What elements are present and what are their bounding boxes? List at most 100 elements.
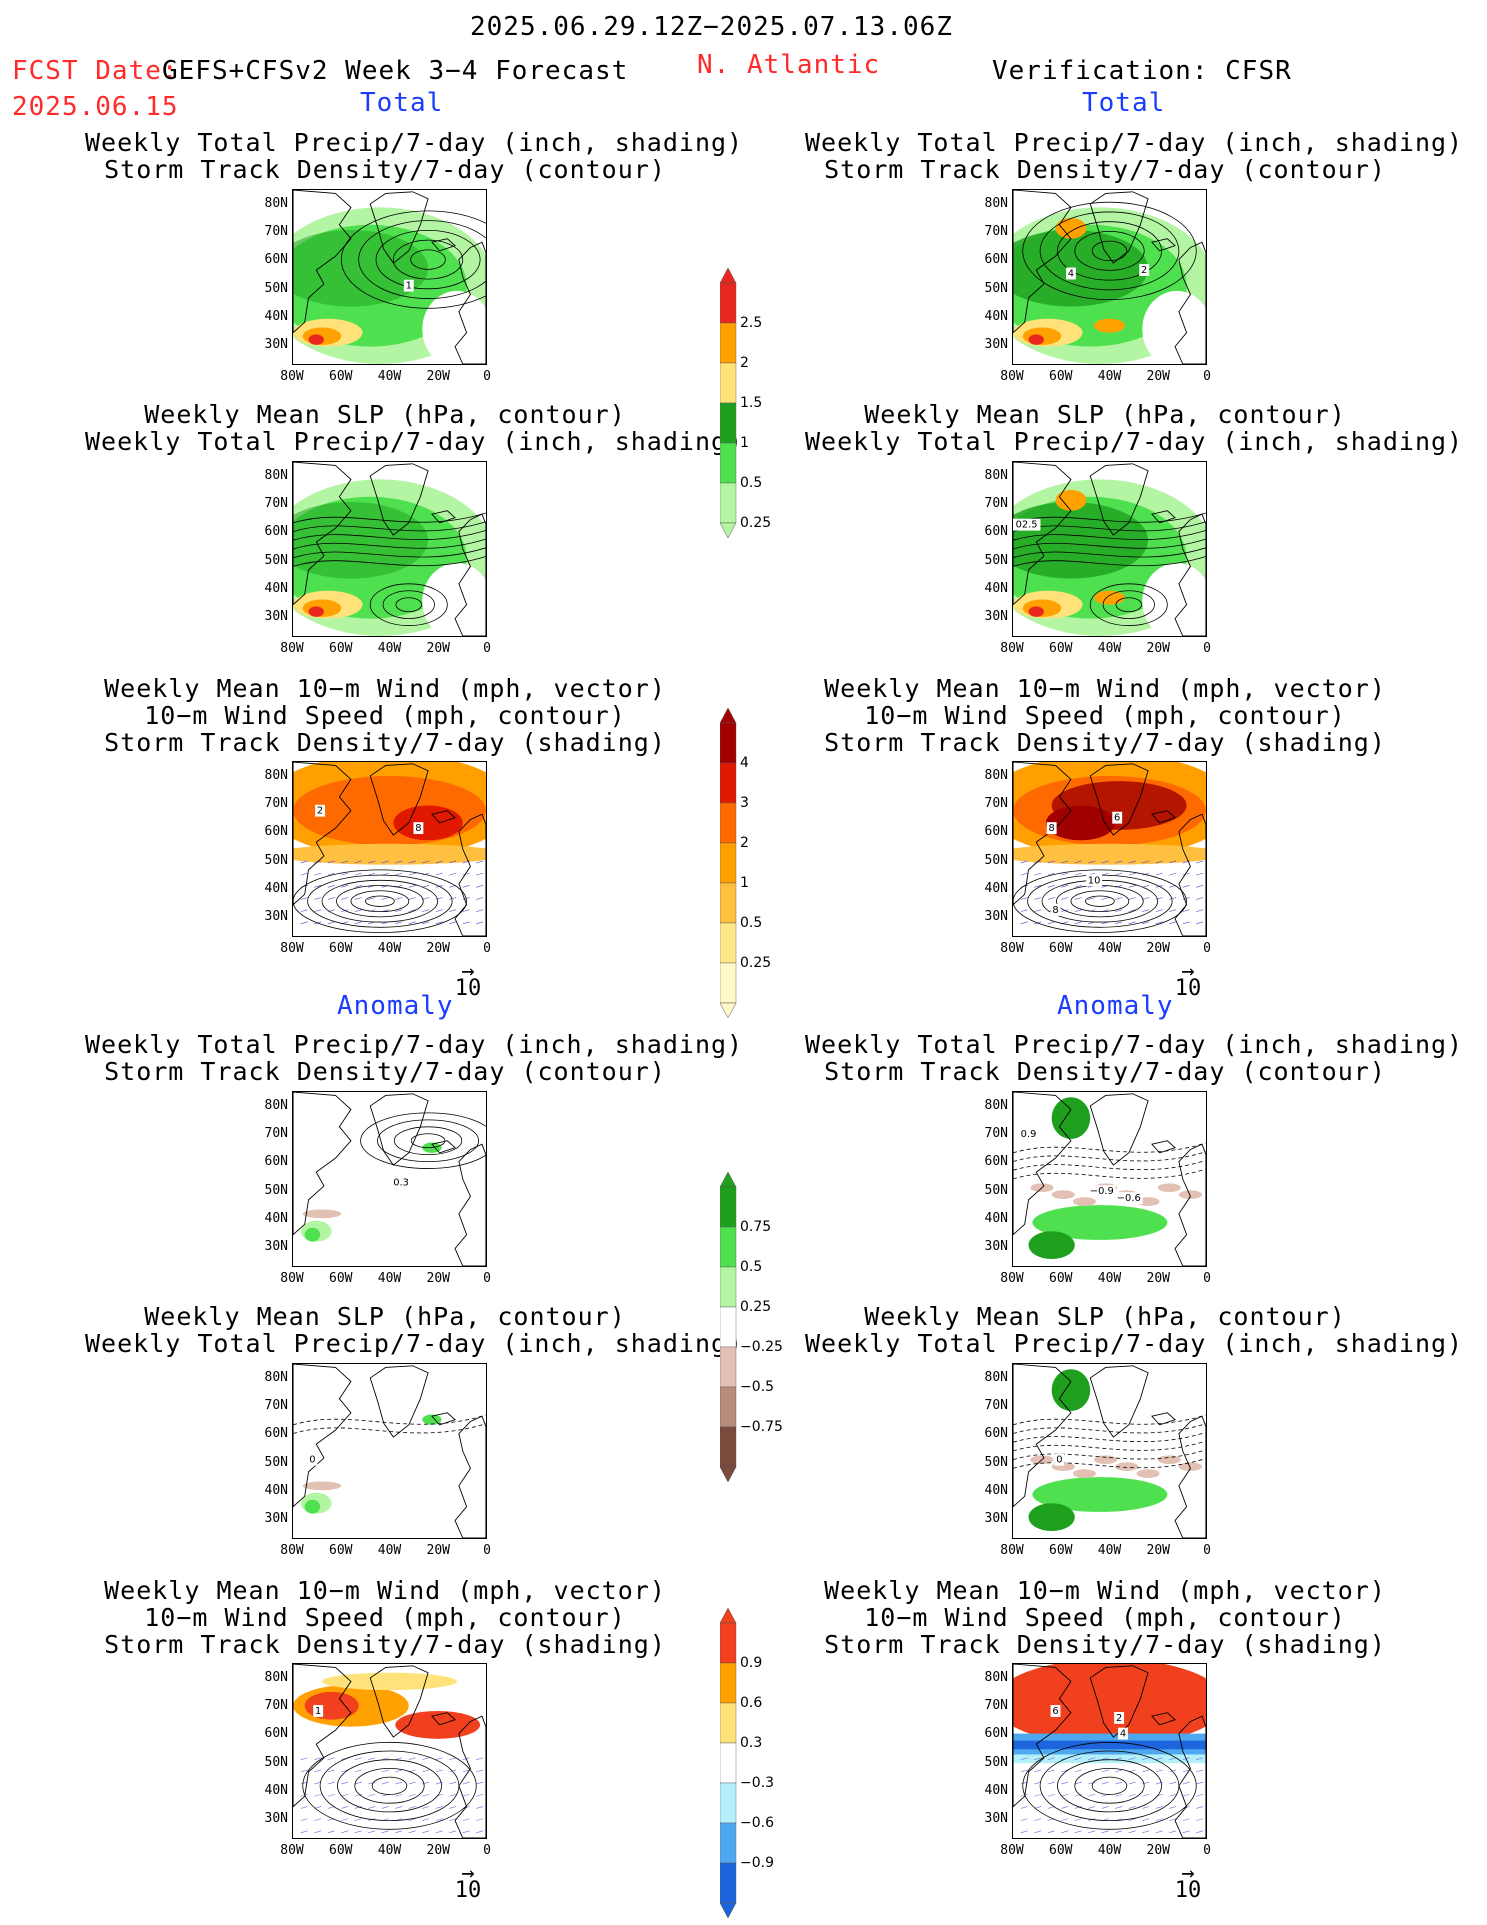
lat-tick-label: 50N [984,1754,1008,1770]
colorbar-label: 0.5 [740,915,763,931]
colorbar-precip_total: 2.5 2 1.5 1 0.5 0.25 [719,267,790,542]
lat-tick-label: 30N [264,1510,288,1526]
lon-tick-label: 40W [1097,641,1122,656]
lat-tick-label: 60N [264,824,288,840]
lat-tick-label: 50N [264,852,288,868]
lat-tick-label: 70N [984,1398,1008,1414]
title-line: Weekly Total Precip/7-day (inch, shading… [85,427,744,456]
colorbar-label: 0.25 [740,515,772,531]
lon-tick-label: 40W [1097,1543,1122,1558]
contour-label: −0.6 [1117,1193,1141,1204]
lat-tick-label: 70N [264,496,288,512]
lat-tick-label: 40N [264,880,288,896]
contour-label: −0.9 [1090,1186,1114,1197]
colorbar-segment [719,1306,737,1348]
panel-title-fc-total-wind: Weekly Mean 10−m Wind (mph, vector) 10−m… [85,675,685,756]
colorbar-graphic [719,707,737,1019]
lat-tick-label: 80N [264,1098,288,1114]
lon-tick-label: 20W [426,369,450,384]
lon-tick-label: 60W [1049,641,1073,656]
title-line: Storm Track Density/7-day (shading) [824,1630,1386,1659]
lon-tick-label: 20W [1146,1843,1170,1858]
total-label-forecast: Total [360,88,444,118]
lat-tick-label: 70N [984,496,1008,512]
map-plot: 0 [1012,1363,1207,1539]
colorbar-segment [719,1822,737,1864]
colorbar-segment [719,282,737,324]
lat-tick-label: 40N [984,1482,1008,1498]
contour-label: 2 [1116,1713,1122,1724]
colorbar-segment [719,442,737,484]
lon-tick-label: 20W [426,641,450,656]
lat-tick-label: 70N [264,1698,288,1714]
lat-tick-label: 30N [984,1510,1008,1526]
lat-tick-label: 40N [264,580,288,596]
lat-tick-label: 80N [264,468,288,484]
lat-tick-label: 80N [984,196,1008,212]
lat-tick-label: 60N [984,1726,1008,1742]
lon-tick-label: 0 [483,1271,491,1286]
colorbar-label: 4 [740,755,749,771]
colorbar-precip_anom: 0.75 0.5 0.25 −0.25 −0.5 −0.75 [719,1171,790,1486]
map-plot: 0 [292,1363,487,1539]
colorbar-label: 0.5 [740,475,763,491]
contour-label: 0.9 [1021,1129,1037,1140]
lat-tick-label: 60N [984,252,1008,268]
lat-tick-label: 50N [984,1454,1008,1470]
colorbar-segment [719,1862,737,1904]
lon-tick-label: 0 [1203,1843,1211,1858]
lon-tick-label: 40W [377,369,402,384]
vector-reference-value: 10 [1174,976,1202,1001]
lon-tick-label: 80W [280,1271,304,1286]
vector-reference-value: 10 [454,1878,482,1903]
lon-tick-label: 20W [426,1843,450,1858]
map-fc-anom-precip_storm: 0.3 [292,1091,487,1267]
contour-label: 8 [415,823,421,834]
lat-tick-label: 80N [984,1670,1008,1686]
title-line: Storm Track Density/7-day (contour) [104,155,666,184]
lat-tick-label: 50N [264,552,288,568]
map-fc-total-precip_storm: 1 [292,189,487,365]
title-line: Weekly Mean 10−m Wind (mph, vector) [824,674,1386,703]
panel-title-fc-total-slp: Weekly Mean SLP (hPa, contour) Weekly To… [85,401,744,456]
lat-tick-label: 80N [984,1098,1008,1114]
panel-title-fc-total-precip: Weekly Total Precip/7-day (inch, shading… [85,129,742,184]
title-line: Weekly Mean 10−m Wind (mph, vector) [104,1576,666,1605]
colorbar-label: 2.5 [740,315,763,331]
lat-tick-label: 50N [264,280,288,296]
lat-tick-label: 60N [984,824,1008,840]
map-ver-total-wind_storm: 8 6 10 8 [1012,761,1207,937]
lon-tick-label: 60W [329,1843,353,1858]
title-line: 10−m Wind Speed (mph, contour) [144,1603,626,1632]
contour-label: 4 [1068,269,1074,280]
title-line: 10−m Wind Speed (mph, contour) [864,701,1346,730]
lat-tick-label: 70N [984,1126,1008,1142]
colorbar-label: 1 [740,435,749,451]
vector-reference-ver-total: → 10 [1158,959,1218,1001]
contour-label: 1 [315,1706,321,1717]
vector-arrow-icon: → [1181,959,1195,984]
colorbar-graphic [719,1607,737,1919]
panel-title-ver-total-wind: Weekly Mean 10−m Wind (mph, vector) 10−m… [805,675,1405,756]
colorbar-segment [719,842,737,884]
lat-tick-label: 80N [264,1370,288,1386]
panel-title-fc-anom-precip: Weekly Total Precip/7-day (inch, shading… [85,1031,742,1085]
lon-tick-label: 80W [1000,641,1024,656]
lat-tick-label: 50N [264,1454,288,1470]
lon-tick-label: 20W [1146,1271,1170,1286]
colorbar-label: 2 [740,835,749,851]
lat-tick-label: 40N [984,308,1008,324]
colorbar-segment [719,1226,737,1268]
title-line: Weekly Mean SLP (hPa, contour) [144,1302,626,1331]
contour-label: 02.5 [1016,520,1038,531]
lon-tick-label: 60W [1049,1543,1073,1558]
map-plot: 28 [292,761,487,937]
lon-tick-label: 40W [377,1543,402,1558]
map-plot: 0.3 [292,1091,487,1267]
panel-title-ver-anom-slp: Weekly Mean SLP (hPa, contour) Weekly To… [805,1303,1462,1357]
vector-reference-fc-anom: → 10 [438,1863,498,1903]
lon-tick-label: 80W [280,941,304,956]
title-line: Storm Track Density/7-day (contour) [824,155,1386,184]
